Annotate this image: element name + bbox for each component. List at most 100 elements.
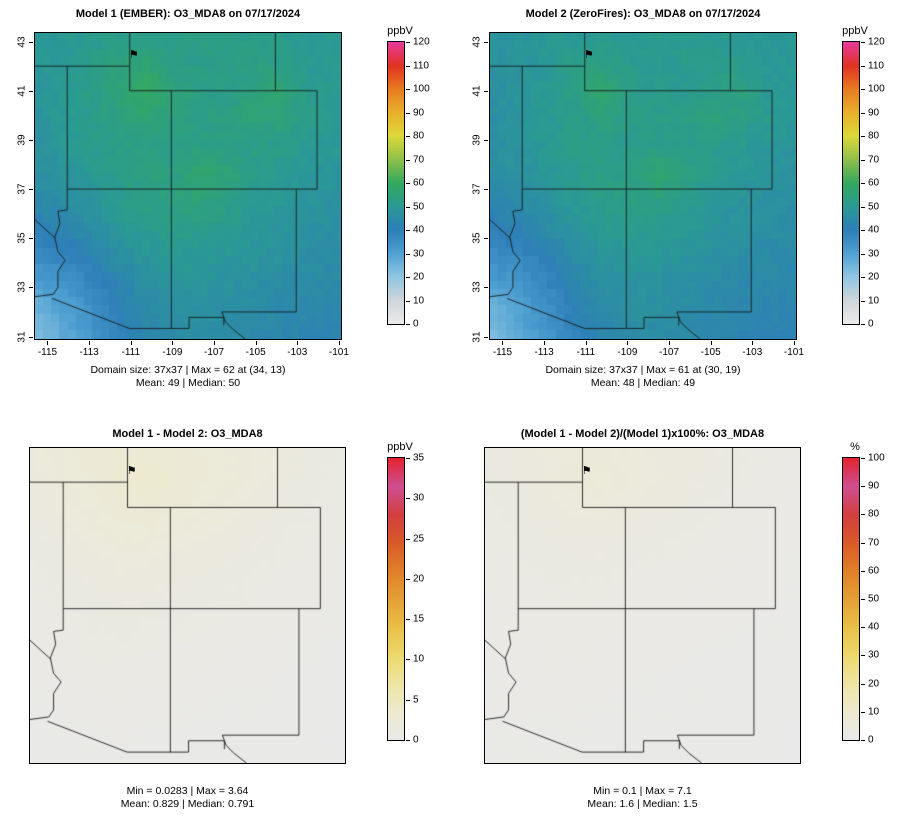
colorbar-tick-label: 10	[868, 706, 880, 718]
colorbar-tick-label: 50	[413, 201, 425, 212]
x-axis-tick-label: -103	[287, 347, 308, 358]
x-axis-tick-label: -109	[162, 347, 183, 358]
x-axis-tick	[338, 341, 340, 345]
colorbar-tick	[861, 230, 865, 231]
colorbar-tick	[861, 486, 865, 488]
colorbar-tick	[861, 159, 865, 161]
y-axis-tick	[29, 336, 33, 338]
y-axis-tick	[484, 139, 488, 141]
colorbar-tick-label: 30	[413, 248, 425, 259]
colorbar-tick	[861, 42, 865, 43]
colorbar-tick-label: 60	[868, 177, 880, 189]
x-axis-tick-label: -111	[576, 347, 596, 358]
y-axis-tick	[29, 41, 33, 43]
stats-line1: Min = 0.0283 | Max = 3.64	[126, 785, 249, 797]
y-axis-tick	[29, 189, 33, 191]
panel-title-model2: Model 2 (ZeroFires): O3_MDA8 on 07/17/20…	[525, 8, 761, 20]
colorbar-tick-label: 90	[868, 107, 880, 118]
x-axis-tick-label: -107	[659, 347, 680, 358]
y-axis-tick	[484, 90, 488, 92]
x-axis-tick-label: -105	[245, 347, 266, 358]
colorbar-unit-label: ppbV	[842, 25, 868, 37]
x-axis-tick-label: -111	[121, 347, 141, 358]
colorbar-tick-label: 20	[868, 271, 880, 283]
colorbar-tick	[406, 253, 410, 255]
x-axis-tick	[710, 341, 712, 345]
y-axis-tick	[484, 238, 488, 240]
colorbar-tick-label: 120	[413, 36, 430, 48]
colorbar-tick	[406, 659, 410, 661]
colorbar-tick-label: 35	[413, 452, 425, 464]
colorbar-unit-label: ppbV	[387, 25, 413, 37]
colorbar-tick	[406, 498, 410, 500]
colorbar-model1: ppbV 0 10 20 30 40 50 60 70 80 90 100 110 120	[387, 25, 430, 330]
x-axis-tick-label: -115	[492, 347, 513, 358]
colorbar-tick	[406, 230, 410, 231]
colorbar-tick	[406, 159, 410, 161]
colorbar-tick-label: 40	[868, 224, 880, 236]
colorbar-tick	[861, 324, 865, 325]
colorbar-tick	[861, 570, 865, 572]
colorbar-difference: ppbV 0 5 10 15 20 25 30 35	[387, 441, 424, 746]
x-axis-tick	[297, 341, 299, 345]
colorbar-unit-label: %	[850, 441, 860, 453]
colorbar-tick-label: 30	[868, 248, 880, 259]
colorbar-tick-label: 50	[868, 593, 880, 605]
x-axis-tick-label: -101	[783, 347, 804, 358]
stats-line2: Mean: 1.6 | Median: 1.5	[587, 798, 698, 810]
colorbar-tick	[406, 300, 410, 302]
colorbar-tick-label: 0	[868, 734, 874, 746]
colorbar-tick-label: 40	[868, 621, 880, 633]
x-axis-tick	[585, 341, 587, 345]
x-axis-tick-label: -113	[79, 347, 99, 358]
x-axis-tick-label: -101	[328, 347, 349, 358]
colorbar-tick	[406, 324, 410, 325]
stats-line1: Domain size: 37x37 | Max = 62 at (34, 13…	[90, 364, 286, 376]
colorbar-tick	[861, 627, 865, 629]
colorbar-gradient	[387, 41, 405, 325]
colorbar-tick-label: 10	[868, 295, 880, 306]
colorbar-tick	[406, 136, 410, 137]
colorbar-tick-label: 30	[413, 492, 425, 504]
map-raster-model2	[490, 33, 796, 339]
colorbar-tick	[861, 65, 865, 67]
colorbar-gradient	[842, 41, 860, 325]
colorbar-tick	[406, 277, 410, 278]
colorbar-tick-label: 120	[868, 36, 885, 48]
map-raster-percent-difference	[485, 448, 800, 763]
colorbar-tick	[406, 538, 410, 540]
colorbar-tick-label: 5	[413, 694, 419, 706]
colorbar-tick-label: 0	[413, 734, 419, 746]
y-axis-tick	[484, 189, 488, 191]
colorbar-tick	[406, 112, 410, 114]
x-axis-tick	[627, 341, 629, 345]
colorbar-tick-label: 20	[413, 271, 425, 283]
colorbar-tick-label: 70	[868, 154, 880, 165]
x-axis-tick-label: -115	[37, 347, 58, 358]
stats-line2: Mean: 49 | Median: 50	[135, 377, 241, 389]
x-axis-tick	[752, 341, 754, 345]
site-marker-icon: ⚑	[583, 49, 594, 62]
stats-line2: Mean: 0.829 | Median: 0.791	[120, 798, 255, 810]
colorbar-tick-label: 70	[868, 537, 880, 549]
colorbar-tick	[861, 599, 865, 600]
stats-line2: Mean: 48 | Median: 49	[590, 377, 696, 389]
colorbar-tick	[861, 136, 865, 137]
colorbar-tick	[406, 699, 410, 701]
colorbar-tick-label: 90	[413, 107, 425, 118]
map-raster-difference	[30, 448, 345, 763]
panel-title-percent-difference: (Model 1 - Model 2)/(Model 1)x100%: O3_M…	[520, 428, 765, 440]
x-axis-tick-label: -105	[700, 347, 721, 358]
colorbar-tick-label: 10	[413, 295, 425, 306]
colorbar-tick-label: 20	[413, 573, 425, 585]
colorbar-tick	[406, 740, 410, 741]
y-axis-tick	[29, 238, 33, 240]
map-difference: ⚑	[29, 447, 346, 764]
colorbar-tick	[406, 458, 410, 459]
colorbar-gradient	[387, 457, 405, 741]
colorbar-tick-label: 100	[413, 83, 430, 95]
colorbar-tick-label: 40	[413, 224, 425, 236]
x-axis-tick	[502, 341, 504, 345]
